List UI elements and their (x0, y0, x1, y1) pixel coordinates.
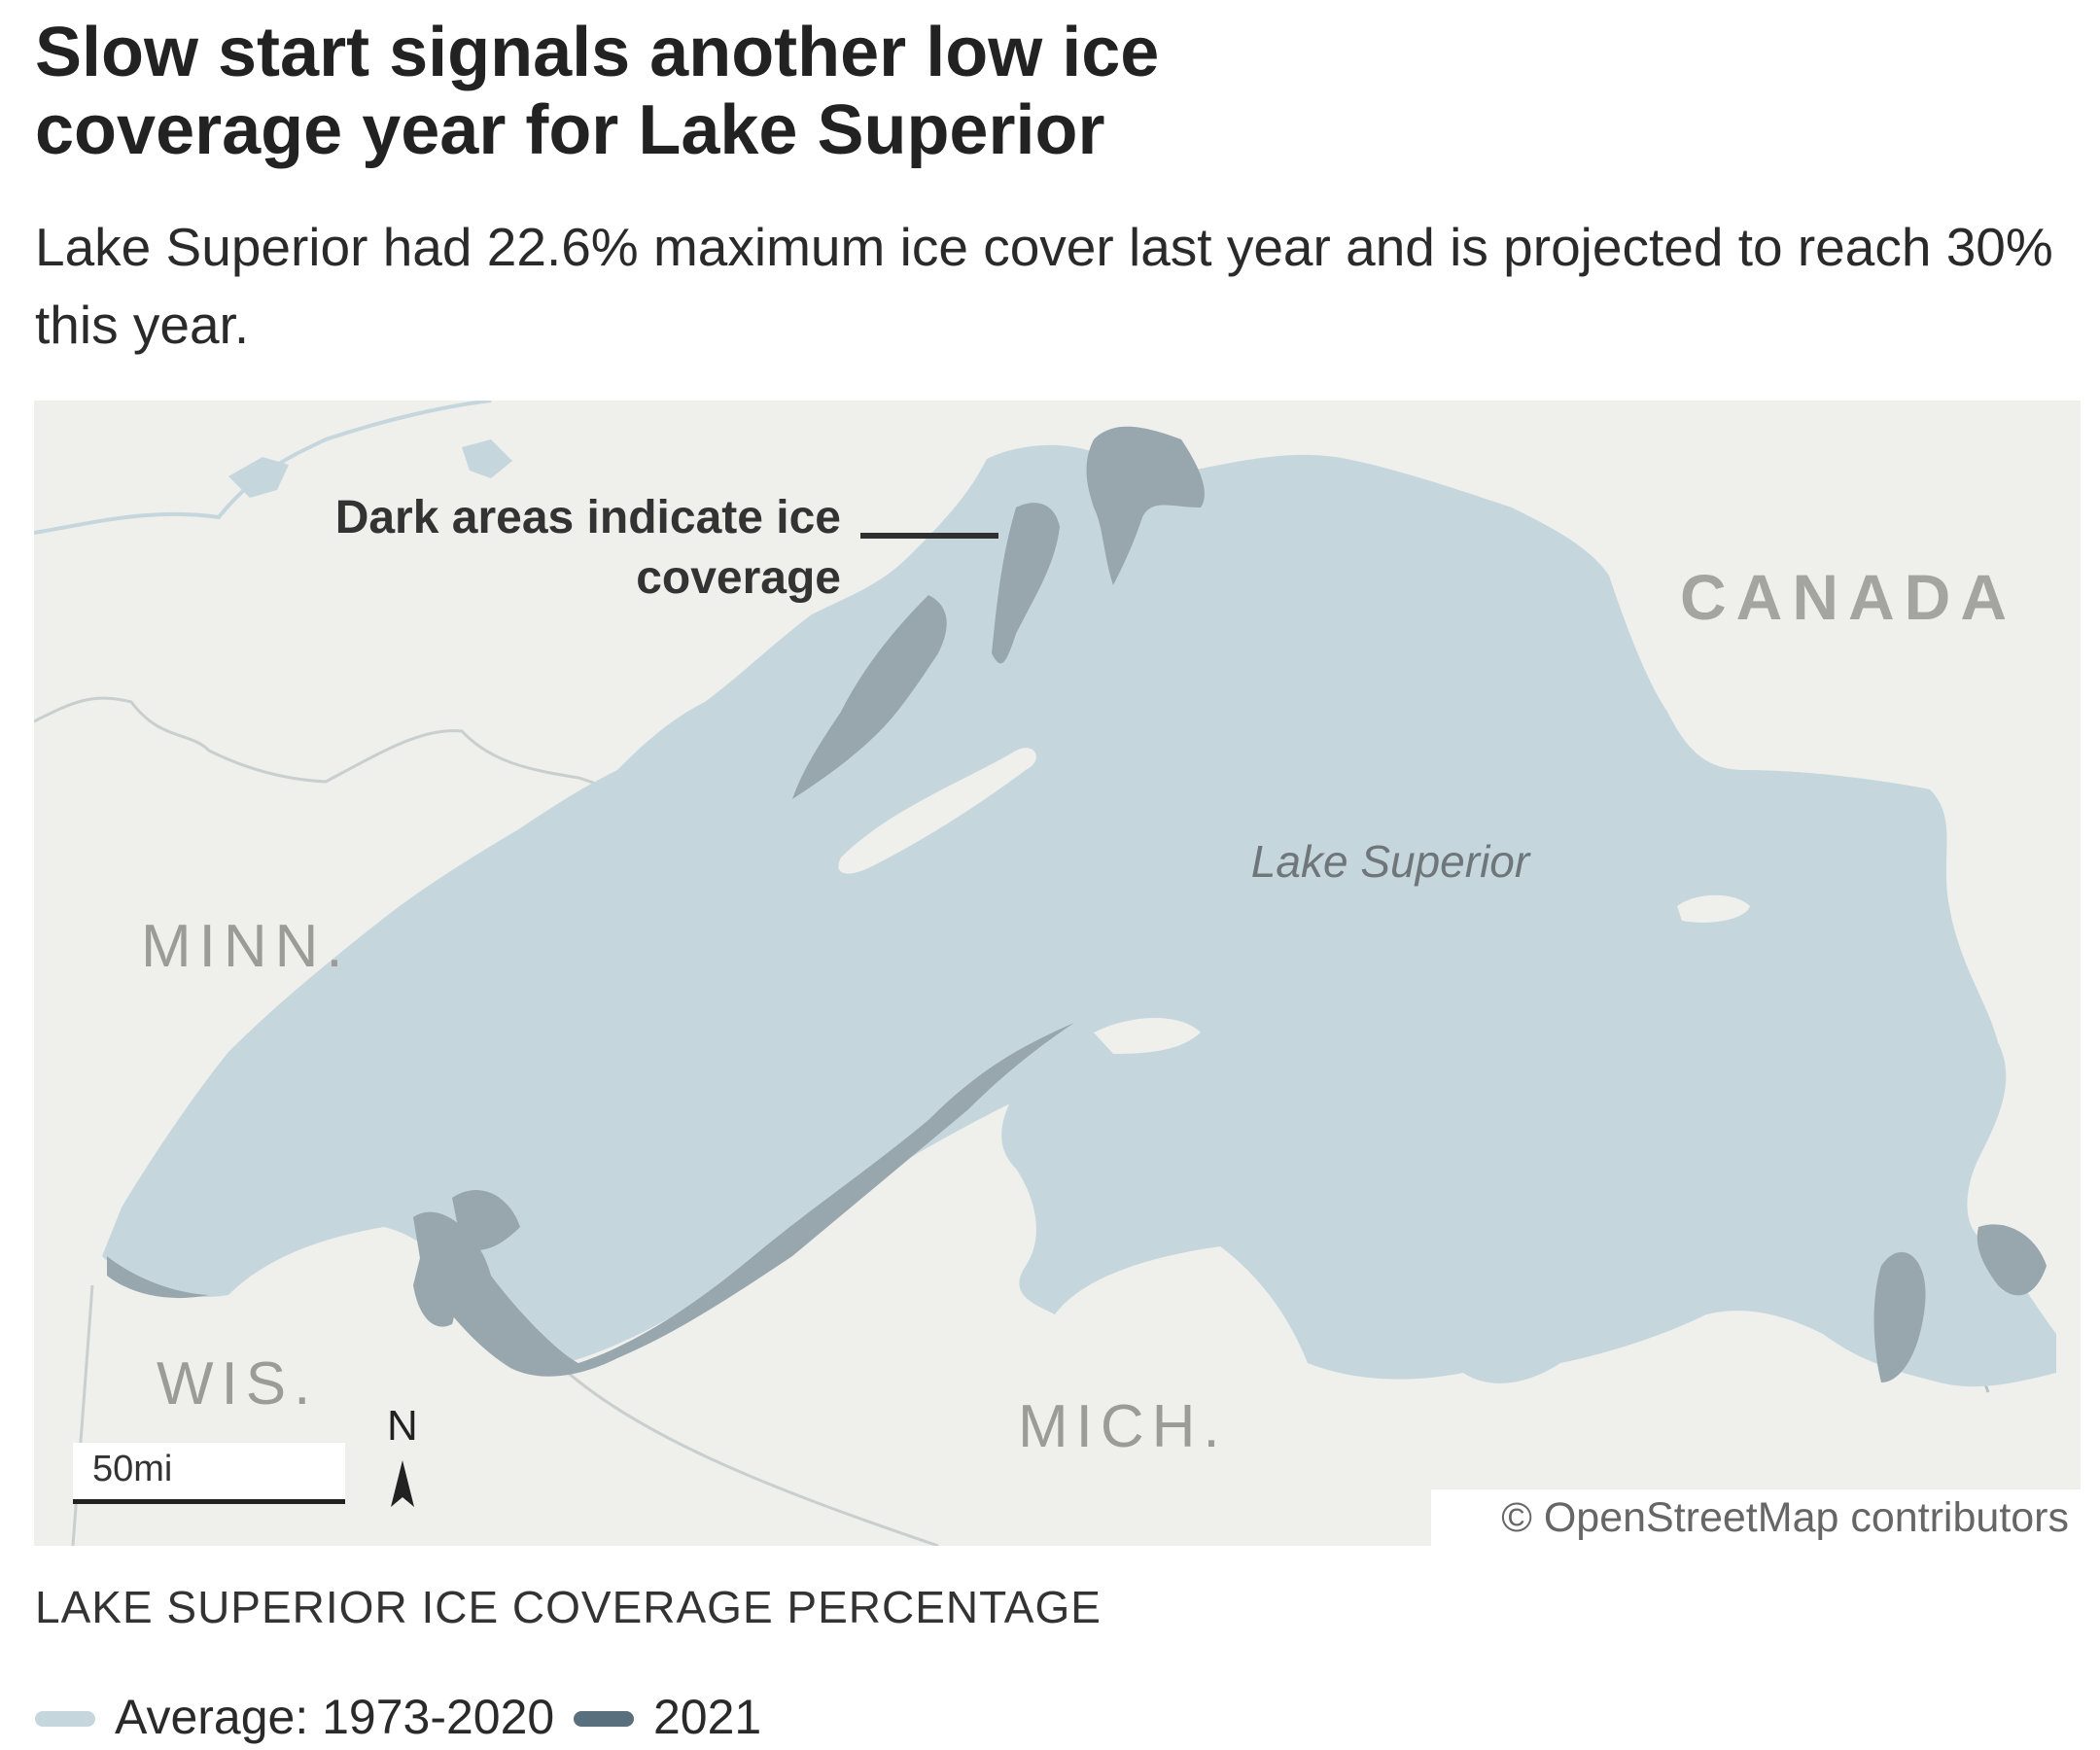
ice-apostle-islands (452, 1189, 520, 1250)
wis-border (71, 1284, 94, 1546)
label-wisconsin: WIS. (157, 1350, 319, 1418)
wis-mich-border (538, 1344, 939, 1546)
north-arrow: N (379, 1402, 428, 1538)
ice-coverage-2021 (107, 426, 2047, 1382)
ice-black-bay (992, 503, 1060, 664)
label-lake-superior: Lake Superior (1250, 836, 1530, 887)
label-michigan: MICH. (1018, 1393, 1228, 1460)
annotation-leader-line (860, 533, 998, 539)
north-label: N (387, 1402, 418, 1450)
minn-ontario-border (34, 696, 735, 822)
legend-label-2021: 2021 (653, 1690, 762, 1744)
legend-title: LAKE SUPERIOR ICE COVERAGE PERCENTAGE (35, 1582, 1102, 1632)
map-credit[interactable]: © OpenStreetMap contributors (1431, 1489, 2081, 1546)
label-minnesota: MINN. (141, 913, 351, 980)
keweenaw-tip (1094, 1018, 1201, 1054)
northern-lake-2 (462, 439, 512, 478)
subtitle: Lake Superior had 22.6% maximum ice cove… (35, 217, 2053, 355)
lake-superior-water (102, 444, 2056, 1387)
legend-swatch-average (35, 1711, 95, 1727)
north-arrow-icon (391, 1460, 414, 1507)
ice-south-shore (413, 1023, 1074, 1377)
ice-thunder-bay (1086, 426, 1205, 585)
scale-bar: 50mi (73, 1443, 345, 1504)
label-canada: CANADA (1680, 561, 2016, 633)
ice-duluth-tip (107, 1256, 209, 1299)
ice-east-channel (1977, 1224, 2047, 1296)
isle-royale (838, 748, 1036, 874)
ice-chequamegon (413, 1246, 455, 1327)
legend-label-average: Average: 1973-2020 (115, 1690, 555, 1744)
scale-label: 50mi (92, 1449, 173, 1489)
ice-annotation: Dark areas indicate ice coverage (334, 492, 841, 604)
headline: Slow start signals another low ice cover… (35, 14, 1160, 169)
legend-swatch-2021 (574, 1711, 634, 1727)
ice-whitefish-bay (1873, 1251, 1926, 1382)
michipicoten-island (1677, 894, 1750, 923)
northern-lake (228, 457, 289, 498)
map-canvas (34, 401, 2056, 1546)
map[interactable]: CANADA MINN. WIS. MICH. Lake Superior Da… (34, 401, 2081, 1546)
ice-nipigon-shore (792, 595, 947, 799)
